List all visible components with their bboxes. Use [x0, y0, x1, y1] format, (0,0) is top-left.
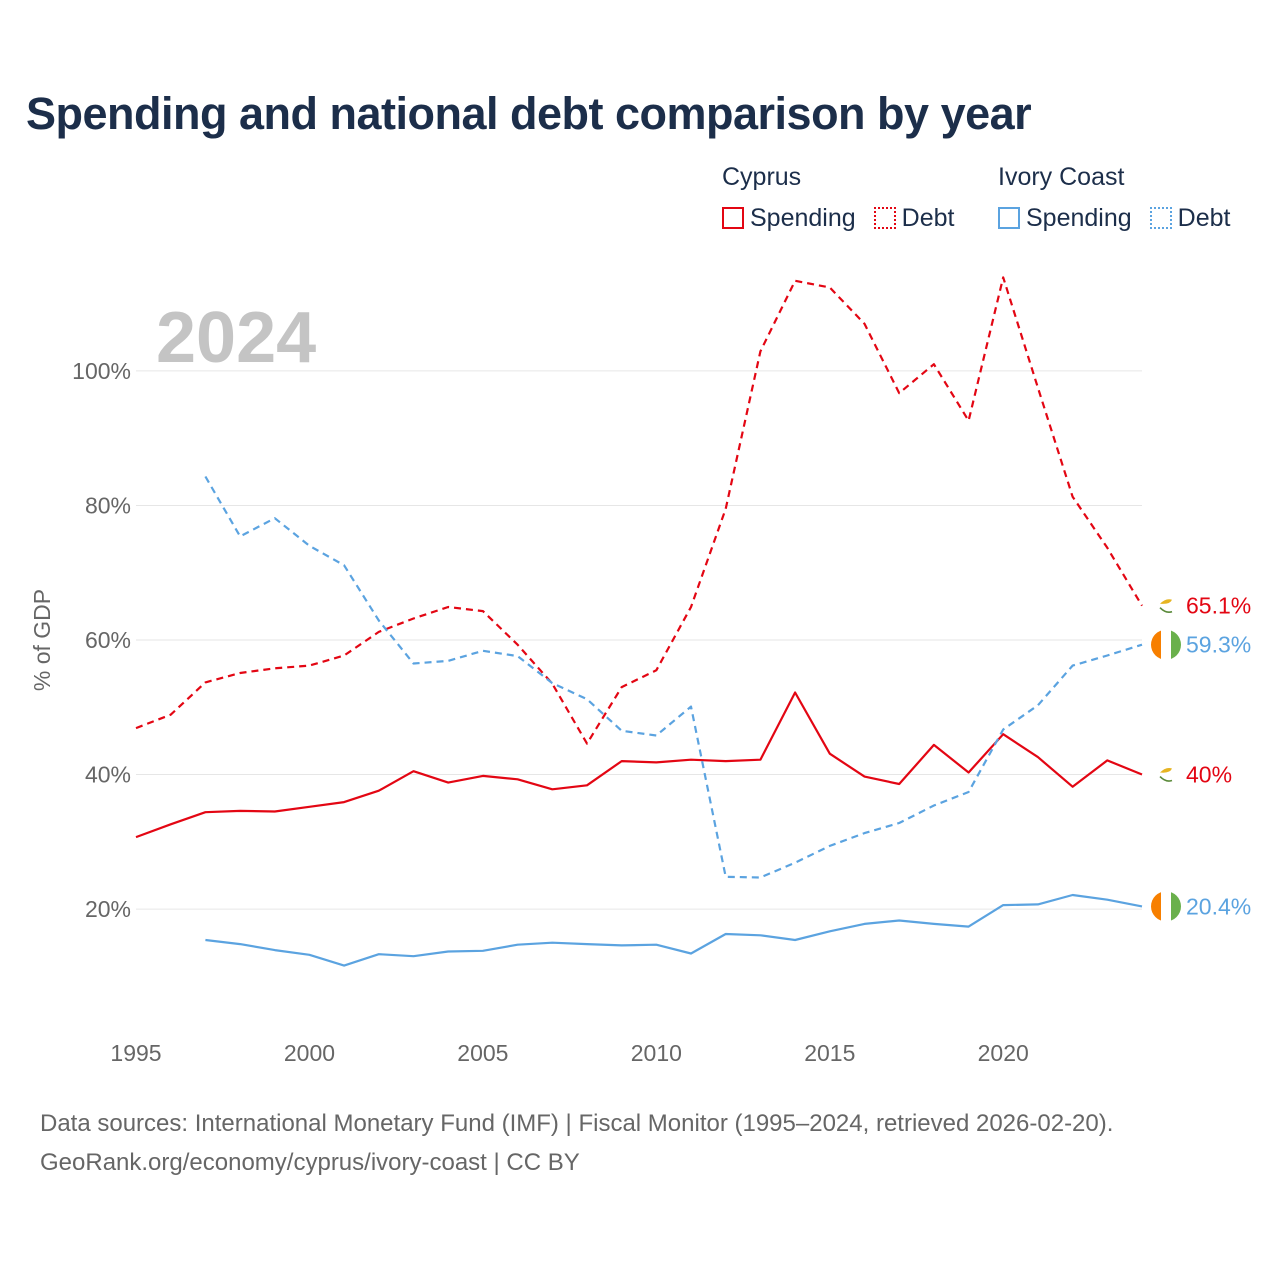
data-sources-text: Data sources: International Monetary Fun… — [40, 1110, 1114, 1137]
legend-item-cyprus-spending[interactable]: Spending — [722, 204, 856, 233]
legend-group-title: Ivory Coast — [998, 163, 1125, 191]
x-tick-label: 2000 — [284, 1040, 335, 1066]
series-lines — [135, 276, 1143, 967]
y-tick-label: 80% — [85, 492, 131, 518]
cyprus-flag-icon — [1157, 765, 1175, 784]
legend-swatch-dotted-red — [873, 207, 896, 229]
x-tick-label: 1995 — [110, 1040, 161, 1066]
ivory-coast-flag-icon — [1151, 891, 1181, 922]
series-line-cyprus-spending[interactable] — [135, 691, 1143, 839]
y-axis-ticks: 20% 40% 60% 80% 100% — [72, 358, 131, 922]
y-tick-label: 100% — [72, 358, 131, 384]
series-line-ivory-coast-spending[interactable] — [205, 893, 1143, 967]
legend-group-title: Cyprus — [722, 163, 802, 191]
series-line-ivory-coast-debt[interactable] — [204, 475, 1143, 879]
end-value-label: 40% — [1186, 762, 1232, 788]
x-tick-label: 2010 — [631, 1040, 682, 1066]
y-axis-label: % of GDP — [29, 589, 55, 691]
legend-item-label: Spending — [1026, 203, 1132, 232]
x-tick-label: 2015 — [804, 1040, 855, 1066]
y-tick-label: 60% — [85, 627, 131, 653]
end-labels: 65.1% 40% 59.3% 20.4% — [1151, 593, 1251, 922]
legend-item-ivory-coast-spending[interactable]: Spending — [998, 204, 1132, 233]
attribution-text: GeoRank.org/economy/cyprus/ivory-coast |… — [40, 1149, 580, 1176]
end-value-label: 20.4% — [1186, 893, 1251, 919]
x-axis-ticks: 1995 2000 2005 2010 2015 2020 — [110, 1040, 1028, 1066]
legend-swatch-dotted-blue — [1149, 207, 1172, 229]
legend-group-ivory-coast: Ivory Coast Spending Debt — [998, 162, 1230, 238]
year-watermark: 2024 — [156, 298, 316, 378]
series-line-cyprus-debt[interactable] — [135, 276, 1143, 745]
legend-item-label: Debt — [1177, 203, 1231, 232]
grid-lines — [136, 370, 1142, 910]
end-value-label: 59.3% — [1186, 632, 1251, 658]
legend-item-label: Debt — [901, 203, 955, 232]
cyprus-flag-icon — [1157, 596, 1175, 615]
y-tick-label: 40% — [85, 762, 131, 788]
legend-group-cyprus: Cyprus Spending Debt — [722, 162, 954, 238]
end-value-label: 65.1% — [1186, 593, 1251, 619]
legend-item-ivory-coast-debt[interactable]: Debt — [1149, 203, 1231, 233]
legend-swatch-solid-blue — [998, 207, 1020, 229]
y-tick-label: 20% — [85, 896, 131, 922]
chart-title: Spending and national debt comparison by… — [26, 88, 1032, 139]
legend-item-label: Spending — [750, 203, 856, 232]
footer: Data sources: International Monetary Fun… — [40, 1104, 1113, 1182]
legend-item-cyprus-debt[interactable]: Debt — [873, 203, 955, 233]
ivory-coast-flag-icon — [1151, 629, 1181, 660]
legend-swatch-solid-red — [722, 207, 744, 229]
x-tick-label: 2005 — [457, 1040, 508, 1066]
x-tick-label: 2020 — [978, 1040, 1029, 1066]
